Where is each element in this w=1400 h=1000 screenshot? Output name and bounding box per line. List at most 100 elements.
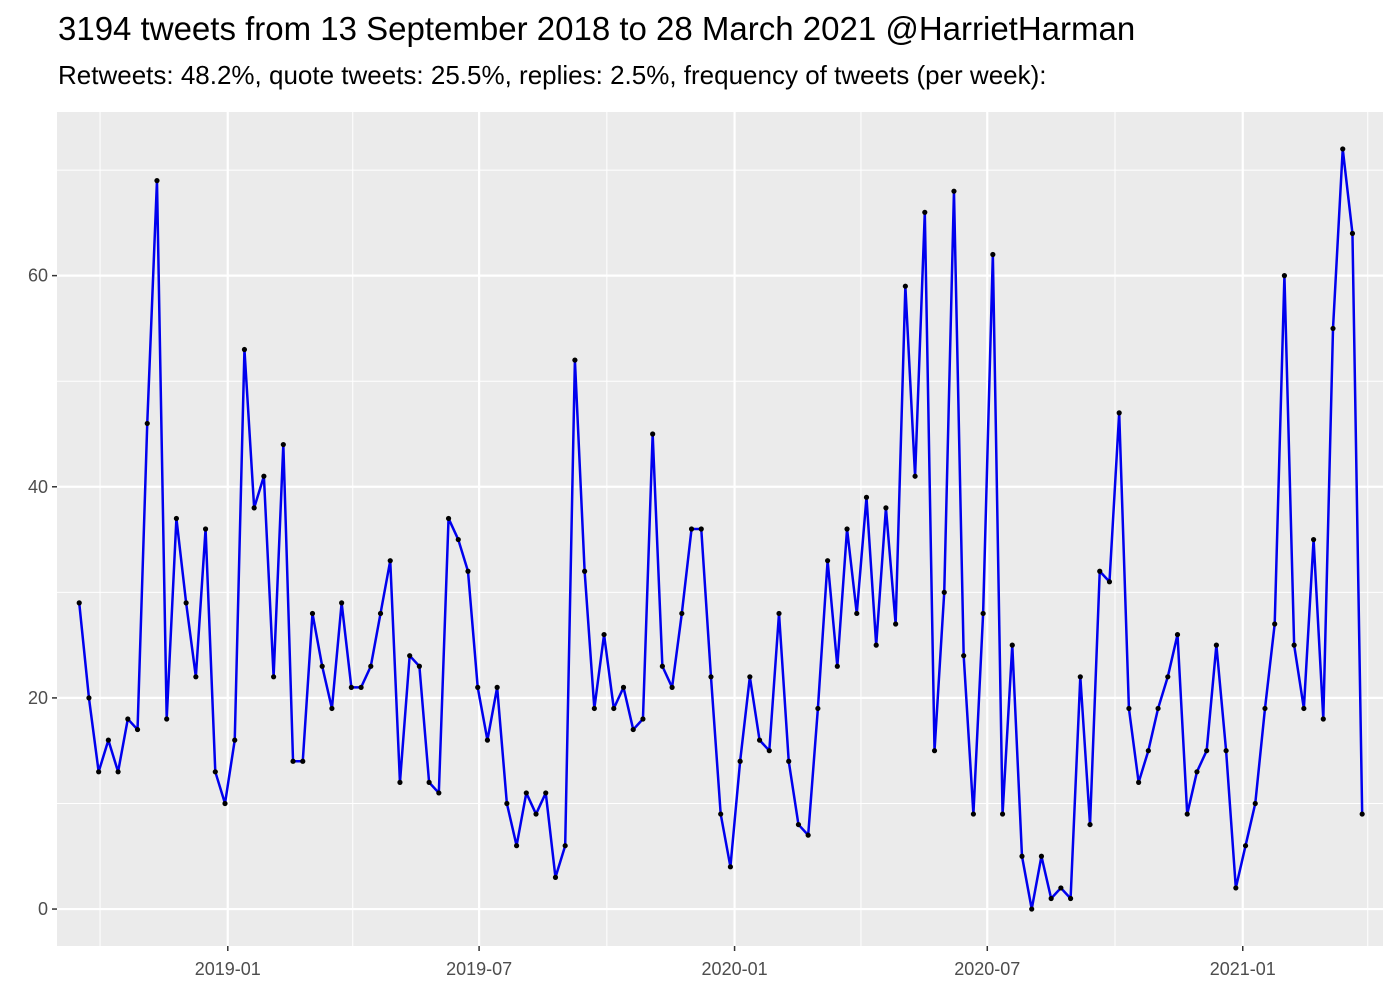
data-point (484, 737, 491, 743)
data-point (1213, 642, 1219, 648)
data-point (1029, 906, 1035, 912)
data-point (1116, 410, 1122, 416)
data-point (572, 357, 578, 363)
x-tick-label: 2021-01 (1210, 959, 1276, 979)
data-point (727, 864, 734, 870)
data-point (620, 684, 627, 690)
data-point (951, 188, 957, 194)
data-point (863, 494, 870, 500)
data-point (1272, 621, 1278, 627)
data-point (475, 684, 481, 690)
data-point (445, 515, 452, 522)
data-point (436, 790, 442, 796)
data-point (144, 420, 150, 427)
data-point (834, 663, 840, 669)
data-point (1136, 779, 1142, 785)
data-point (202, 526, 209, 532)
data-point (650, 431, 656, 437)
data-point (280, 441, 286, 448)
data-point (1223, 748, 1229, 754)
data-point (873, 642, 879, 648)
data-point (319, 663, 325, 669)
data-point (1058, 885, 1064, 891)
data-point (1106, 579, 1113, 585)
data-point (1349, 230, 1356, 237)
data-point (348, 684, 354, 690)
data-point (134, 726, 141, 733)
data-point (883, 505, 889, 511)
data-point (1310, 536, 1317, 543)
y-tick-label: 40 (28, 477, 48, 497)
chart-subtitle: Retweets: 48.2%, quote tweets: 25.5%, re… (58, 60, 1047, 90)
data-point (961, 653, 967, 659)
data-point (1233, 885, 1239, 891)
data-point (854, 610, 860, 617)
data-point (1252, 800, 1258, 807)
data-point (309, 610, 316, 617)
data-point (1097, 568, 1103, 574)
data-point (368, 663, 374, 669)
data-point (523, 790, 529, 796)
data-point (1262, 705, 1268, 712)
data-point (154, 178, 160, 184)
data-point (533, 811, 539, 817)
data-point (688, 526, 695, 532)
data-point (387, 558, 393, 564)
data-point (465, 568, 471, 574)
data-point (1019, 853, 1025, 859)
data-point (601, 631, 607, 638)
data-point (105, 737, 111, 743)
data-point (1155, 705, 1161, 712)
data-point (1301, 705, 1307, 712)
data-point (377, 610, 384, 617)
data-point (358, 684, 364, 690)
data-point (261, 473, 267, 479)
data-point (232, 737, 238, 743)
data-point (1184, 811, 1190, 817)
x-tick-label: 2019-07 (446, 959, 512, 979)
data-point (329, 705, 335, 712)
data-point (591, 705, 597, 712)
data-point (582, 568, 588, 574)
data-point (825, 558, 831, 564)
x-tick-label: 2020-07 (954, 959, 1020, 979)
data-point (1359, 811, 1365, 817)
chart-title: 3194 tweets from 13 September 2018 to 28… (58, 10, 1136, 47)
data-point (164, 716, 170, 722)
data-point (844, 526, 850, 532)
data-point (669, 684, 675, 690)
data-point (1165, 674, 1171, 680)
data-point (611, 705, 617, 712)
data-point (552, 874, 559, 880)
data-point (416, 663, 422, 669)
data-point (115, 769, 121, 775)
data-point (630, 726, 636, 733)
data-point (271, 674, 277, 680)
data-point (1048, 895, 1054, 902)
data-point (1174, 631, 1181, 638)
data-point (86, 695, 92, 701)
data-point (96, 769, 102, 775)
data-point (1242, 843, 1249, 849)
data-point (815, 705, 821, 712)
data-point (766, 748, 772, 754)
data-point (990, 251, 996, 258)
data-point (1077, 674, 1083, 680)
data-point (1281, 273, 1288, 279)
data-point (1194, 769, 1200, 775)
data-point (543, 790, 549, 796)
data-point (640, 716, 646, 722)
data-point (659, 663, 665, 669)
data-point (455, 536, 461, 543)
x-tick-label: 2019-01 (195, 959, 261, 979)
data-point (76, 600, 82, 606)
data-point (698, 526, 704, 532)
data-point (795, 821, 802, 828)
data-point (193, 674, 199, 680)
data-point (1330, 325, 1336, 332)
data-point (970, 811, 976, 817)
data-point (407, 653, 413, 659)
data-point (504, 800, 510, 807)
data-point (125, 716, 131, 722)
